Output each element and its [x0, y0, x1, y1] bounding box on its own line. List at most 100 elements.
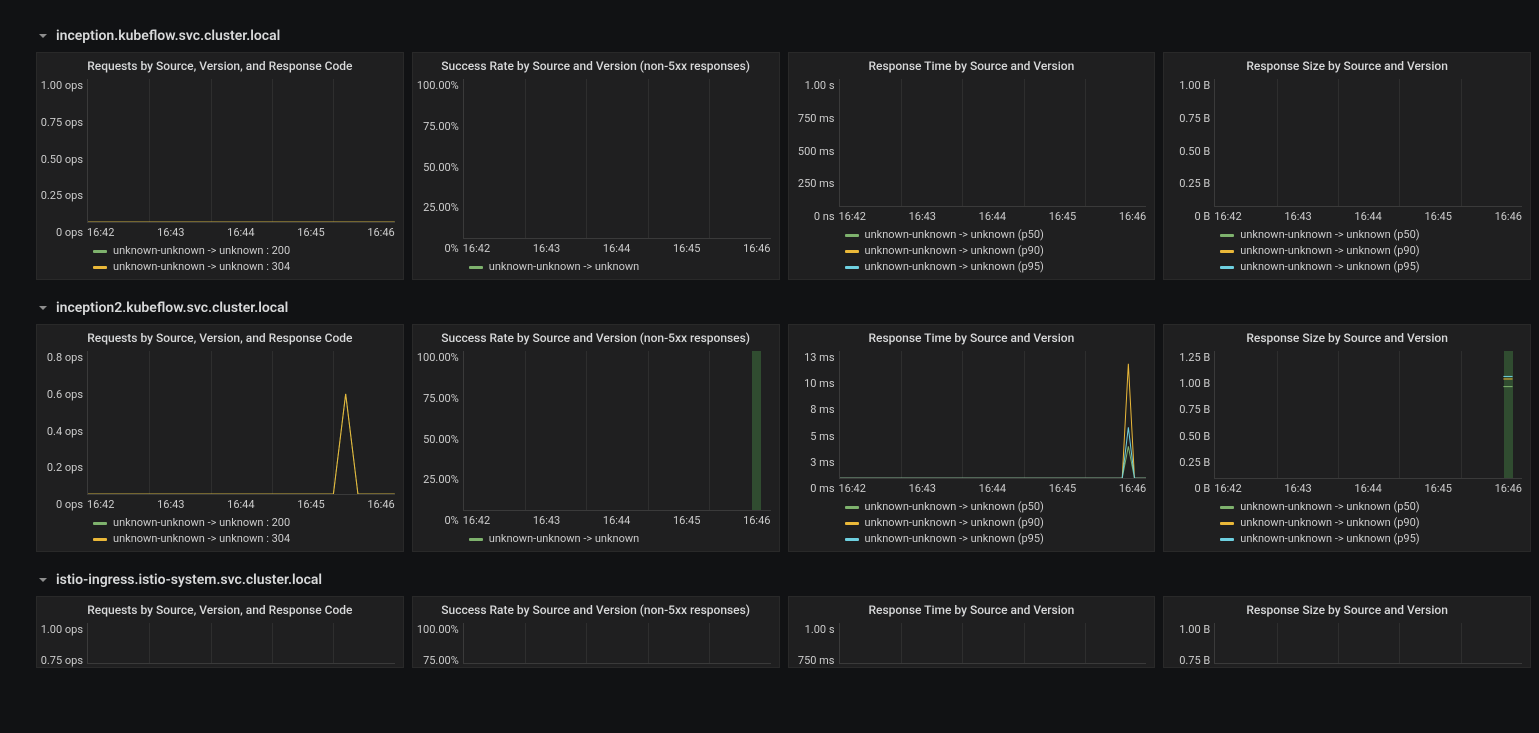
legend-item[interactable]: unknown-unknown -> unknown (p90)	[845, 515, 1145, 531]
x-tick: 16:43	[533, 242, 560, 255]
legend-label: unknown-unknown -> unknown	[489, 531, 640, 547]
panel-title: Response Size by Source and Version	[1164, 53, 1530, 77]
chart-area: 13 ms10 ms8 ms5 ms3 ms0 ms16:4216:4316:4…	[789, 349, 1155, 495]
panel[interactable]: Requests by Source, Version, and Respons…	[36, 596, 404, 668]
y-axis: 1.00 s750 ms500 ms250 ms0 ns	[791, 79, 839, 223]
x-tick: 16:42	[1214, 482, 1241, 495]
x-tick: 16:44	[1354, 482, 1381, 495]
y-tick: 75.00%	[423, 120, 459, 133]
legend-item[interactable]: unknown-unknown -> unknown (p50)	[845, 499, 1145, 515]
legend: unknown-unknown -> unknown (p50)unknown-…	[1164, 223, 1530, 279]
y-tick: 0.50 B	[1179, 430, 1210, 443]
y-tick: 100.00%	[417, 623, 459, 636]
panel[interactable]: Success Rate by Source and Version (non-…	[412, 324, 780, 552]
x-tick: 16:45	[1424, 482, 1451, 495]
chart-area: 1.00 s750 ms	[789, 621, 1155, 667]
panel[interactable]: Success Rate by Source and Version (non-…	[412, 52, 780, 280]
legend: unknown-unknown -> unknown (p50)unknown-…	[789, 495, 1155, 551]
chart-area: 1.00 s750 ms500 ms250 ms0 ns16:4216:4316…	[789, 77, 1155, 223]
legend-swatch	[845, 538, 859, 541]
legend-item[interactable]: unknown-unknown -> unknown (p50)	[1220, 227, 1520, 243]
panel[interactable]: Success Rate by Source and Version (non-…	[412, 596, 780, 668]
legend-item[interactable]: unknown-unknown -> unknown	[469, 531, 769, 547]
legend-item[interactable]: unknown-unknown -> unknown : 304	[93, 259, 393, 275]
section-header[interactable]: inception2.kubeflow.svc.cluster.local	[28, 296, 1531, 324]
y-tick: 1.00 s	[805, 79, 835, 92]
x-axis: 16:4216:4316:4416:4516:46	[839, 207, 1147, 223]
section-header[interactable]: istio-ingress.istio-system.svc.cluster.l…	[28, 568, 1531, 596]
y-axis: 100.00%75.00%50.00%25.00%0%	[415, 79, 463, 255]
chart-area: 0.8 ops0.6 ops0.4 ops0.2 ops0 ops16:4216…	[37, 349, 403, 511]
legend-item[interactable]: unknown-unknown -> unknown (p95)	[1220, 259, 1520, 275]
section-header[interactable]: inception.kubeflow.svc.cluster.local	[28, 24, 1531, 52]
y-tick: 0.6 ops	[47, 388, 83, 401]
legend-item[interactable]: unknown-unknown -> unknown (p50)	[1220, 499, 1520, 515]
panel-title: Response Time by Source and Version	[789, 597, 1155, 621]
chart-plot	[1214, 79, 1522, 207]
legend-label: unknown-unknown -> unknown (p90)	[1240, 515, 1419, 531]
chart-area: 100.00%75.00%50.00%25.00%0%16:4216:4316:…	[413, 77, 779, 255]
legend-item[interactable]: unknown-unknown -> unknown (p90)	[1220, 515, 1520, 531]
panel[interactable]: Response Time by Source and Version13 ms…	[788, 324, 1156, 552]
panel-title: Response Size by Source and Version	[1164, 597, 1530, 621]
y-tick: 50.00%	[423, 433, 459, 446]
x-tick: 16:42	[839, 210, 866, 223]
x-tick: 16:46	[1119, 482, 1146, 495]
x-axis: 16:4216:4316:4416:4516:46	[463, 239, 771, 255]
legend-item[interactable]: unknown-unknown -> unknown (p90)	[1220, 243, 1520, 259]
x-tick: 16:44	[1354, 210, 1381, 223]
y-axis: 1.00 s750 ms	[791, 623, 839, 667]
y-tick: 0.75 ops	[41, 116, 83, 129]
panel-title: Response Time by Source and Version	[789, 325, 1155, 349]
legend-item[interactable]: unknown-unknown -> unknown : 304	[93, 531, 393, 547]
panel[interactable]: Requests by Source, Version, and Respons…	[36, 324, 404, 552]
panel[interactable]: Response Time by Source and Version1.00 …	[788, 52, 1156, 280]
legend-item[interactable]: unknown-unknown -> unknown (p95)	[1220, 531, 1520, 547]
legend-swatch	[1220, 522, 1234, 525]
x-tick: 16:46	[1495, 482, 1522, 495]
legend-item[interactable]: unknown-unknown -> unknown (p95)	[845, 259, 1145, 275]
chart-plot	[1214, 623, 1522, 664]
legend-swatch	[1220, 250, 1234, 253]
legend-label: unknown-unknown -> unknown (p50)	[865, 227, 1044, 243]
panel[interactable]: Response Size by Source and Version 1.00 …	[1163, 52, 1531, 280]
legend-swatch	[469, 266, 483, 269]
chevron-down-icon	[38, 31, 48, 41]
legend-label: unknown-unknown -> unknown : 200	[113, 243, 290, 259]
panel[interactable]: Response Size by Source and Version1.00 …	[1163, 596, 1531, 668]
panel-title: Requests by Source, Version, and Respons…	[37, 325, 403, 349]
x-tick: 16:46	[1119, 210, 1146, 223]
legend-item[interactable]: unknown-unknown -> unknown : 200	[93, 243, 393, 259]
panel-title: Success Rate by Source and Version (non-…	[413, 53, 779, 77]
x-tick: 16:44	[603, 242, 630, 255]
legend-label: unknown-unknown -> unknown (p50)	[1240, 227, 1419, 243]
panel[interactable]: Response Size by Source and Version1.25 …	[1163, 324, 1531, 552]
y-tick: 50.00%	[423, 161, 459, 174]
x-tick: 16:46	[743, 514, 770, 527]
y-tick: 1.00 B	[1179, 79, 1210, 92]
legend-swatch	[845, 522, 859, 525]
legend-item[interactable]: unknown-unknown -> unknown (p90)	[845, 243, 1145, 259]
legend-item[interactable]: unknown-unknown -> unknown (p95)	[845, 531, 1145, 547]
legend-label: unknown-unknown -> unknown (p95)	[865, 259, 1044, 275]
legend-swatch	[93, 250, 107, 253]
y-tick: 25.00%	[423, 473, 459, 486]
x-tick: 16:46	[743, 242, 770, 255]
chart-plot	[1214, 351, 1522, 479]
section: inception.kubeflow.svc.cluster.localRequ…	[28, 24, 1531, 280]
chart-plot	[463, 351, 771, 511]
panel[interactable]: Response Time by Source and Version1.00 …	[788, 596, 1156, 668]
x-axis	[1214, 664, 1522, 667]
panel[interactable]: Requests by Source, Version, and Respons…	[36, 52, 404, 280]
x-tick: 16:42	[1214, 210, 1241, 223]
legend-swatch	[1220, 506, 1234, 509]
legend-item[interactable]: unknown-unknown -> unknown : 200	[93, 515, 393, 531]
x-tick: 16:43	[533, 514, 560, 527]
legend-item[interactable]: unknown-unknown -> unknown	[469, 259, 769, 275]
y-tick: 25.00%	[423, 201, 459, 214]
x-tick: 16:44	[227, 498, 254, 511]
y-tick: 0.50 B	[1179, 145, 1210, 158]
legend-swatch	[845, 506, 859, 509]
legend-item[interactable]: unknown-unknown -> unknown (p50)	[845, 227, 1145, 243]
legend-label: unknown-unknown -> unknown (p95)	[1240, 259, 1419, 275]
